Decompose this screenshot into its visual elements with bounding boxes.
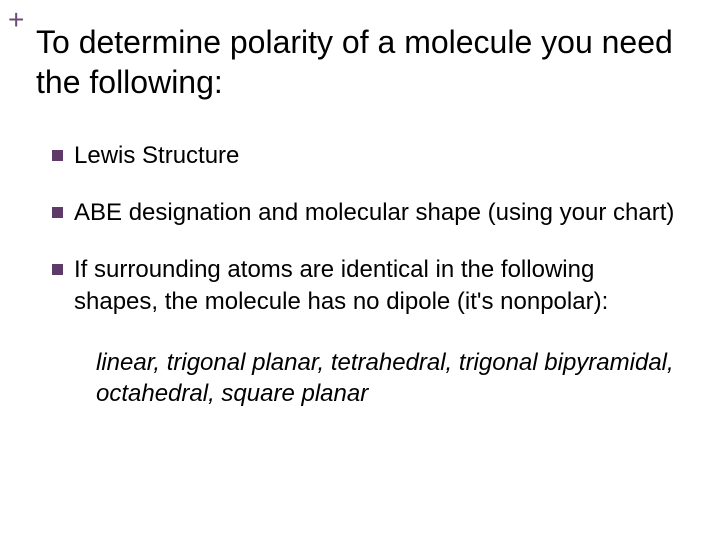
bullet-rest: designation and molecular shape (using y… [122, 199, 674, 226]
bullet-rest: surrounding atoms are identical in the f… [74, 256, 608, 314]
bullet-list: Lewis Structure ABE designation and mole… [52, 140, 680, 435]
shapes-line: linear, trigonal planar, tetrahedral, tr… [74, 347, 680, 409]
bullet-lead: ABE [74, 199, 122, 226]
list-item: ABE designation and molecular shape (usi… [52, 197, 680, 228]
slide-title: To determine polarity of a molecule you … [36, 22, 690, 102]
list-item: Lewis Structure [52, 140, 680, 171]
bullet-rest: Structure [135, 142, 239, 169]
list-item: If surrounding atoms are identical in th… [52, 254, 680, 409]
plus-icon: + [8, 6, 24, 34]
bullet-lead: Lewis [74, 142, 135, 169]
bullet-lead: If [74, 256, 87, 283]
